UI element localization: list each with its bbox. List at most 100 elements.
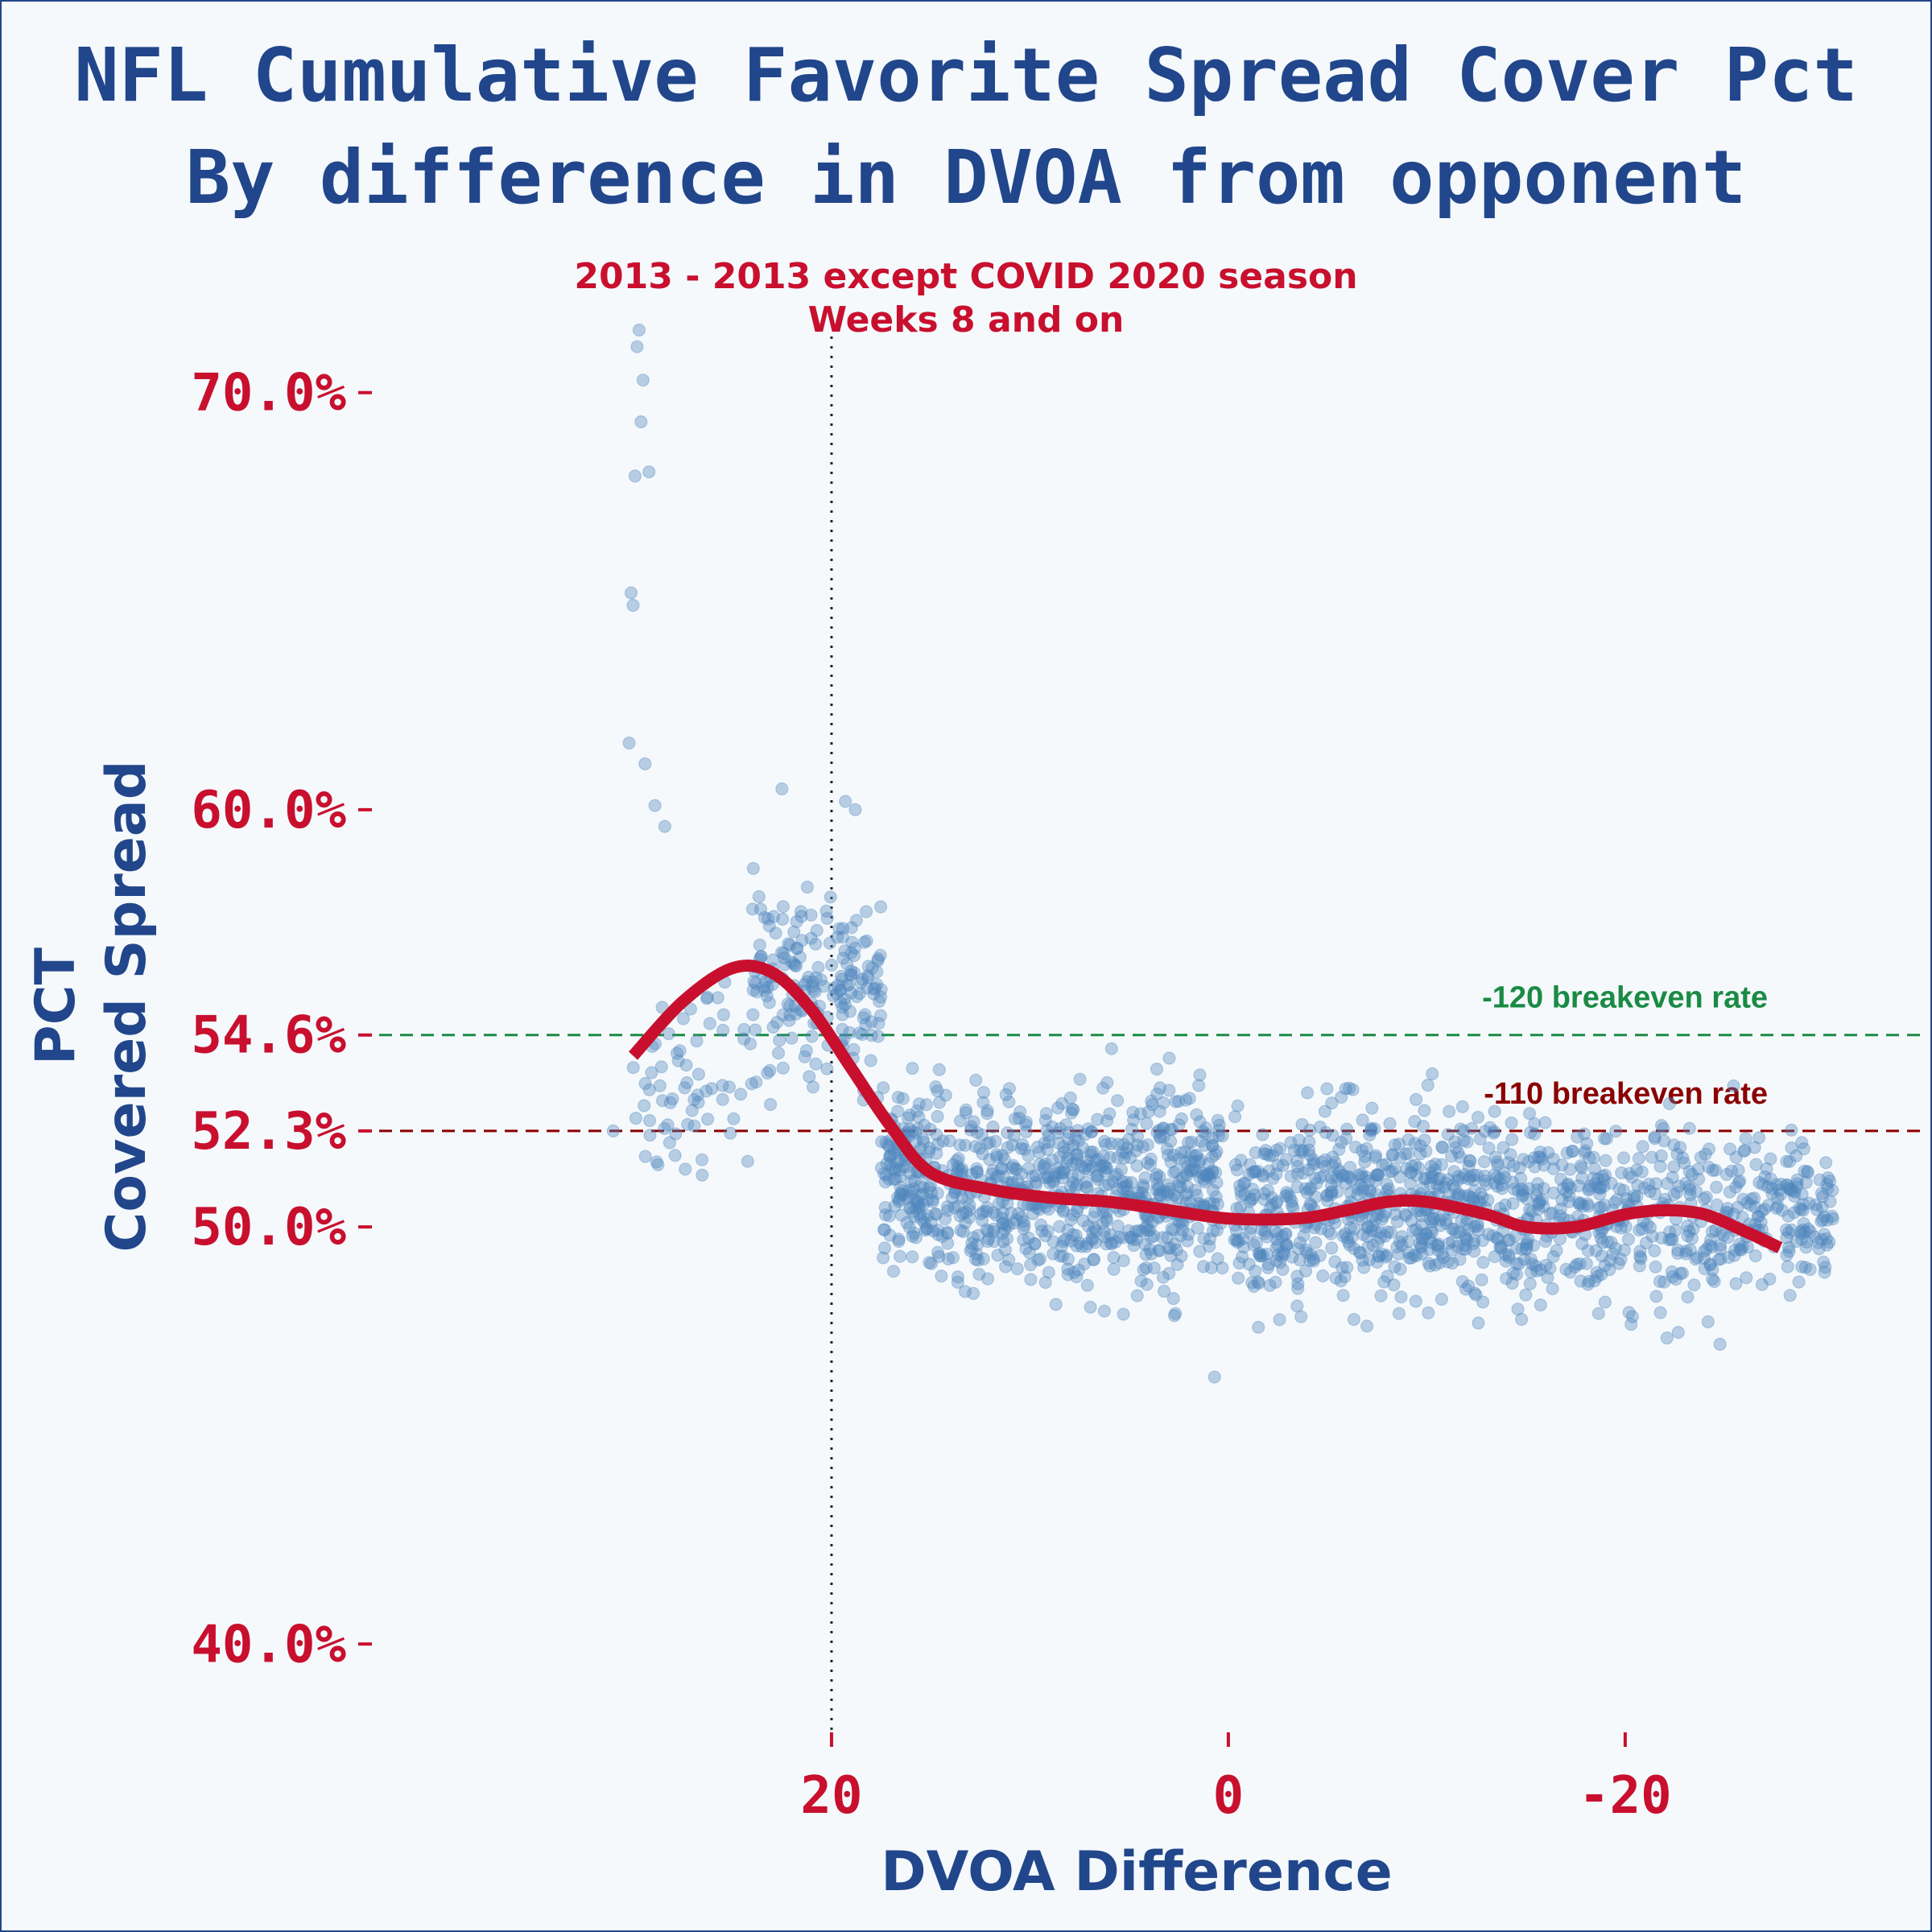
scatter-point-1594	[1519, 1288, 1533, 1302]
scatter-point-1882	[1546, 1152, 1560, 1166]
scatter-point-1291	[1428, 1258, 1443, 1272]
scatter-point-496	[1188, 1183, 1203, 1197]
scatter-point-1953	[1583, 1151, 1596, 1165]
scatter-point-1952	[1818, 1261, 1832, 1274]
scatter-point-2187	[1802, 1196, 1816, 1210]
scatter-point-483	[1005, 1161, 1019, 1174]
scatter-point-1364	[1351, 1183, 1364, 1196]
scatter-point-514	[1193, 1245, 1207, 1258]
scatter-point-1949	[1666, 1170, 1679, 1184]
scatter-point-1305	[1459, 1282, 1473, 1296]
scatter-point-1457	[1490, 1231, 1504, 1245]
scatter-point-2227	[1648, 1187, 1662, 1201]
scatter-point-2061	[1610, 1193, 1624, 1207]
scatter-point-1199	[1269, 1196, 1283, 1210]
scatter-point-1455	[1247, 1238, 1261, 1252]
scatter-point-1866	[1732, 1237, 1747, 1251]
scatter-point-1725	[1348, 1222, 1361, 1236]
scatter-point-2248	[1653, 1159, 1667, 1174]
scatter-point-383	[903, 1200, 918, 1214]
scatter-point-1851	[1575, 1171, 1589, 1185]
scatter-point-1774	[1520, 1236, 1534, 1249]
scatter-point-132	[757, 980, 770, 993]
scatter-point-943	[1125, 1122, 1139, 1136]
scatter-point-632	[1064, 1106, 1079, 1120]
scatter-point-212	[795, 934, 809, 947]
scatter-point-558	[1150, 1087, 1164, 1100]
scatter-point-2136	[1591, 1269, 1604, 1284]
scatter-point-2085	[1703, 1258, 1717, 1272]
scatter-point-1128	[1534, 1298, 1547, 1312]
scatter-point-232	[804, 908, 818, 922]
scatter-point-2125	[1797, 1141, 1810, 1156]
scatter-point-522	[1096, 1150, 1111, 1163]
scatter-point-1868	[1579, 1257, 1594, 1270]
scatter-point-802	[1017, 1215, 1030, 1228]
scatter-point-1808	[1654, 1149, 1668, 1163]
scatter-point-185	[807, 983, 820, 997]
scatter-point-543	[1133, 1107, 1147, 1121]
scatter-point-1400	[1252, 1277, 1266, 1290]
scatter-point-2007	[1697, 1191, 1711, 1206]
scatter-point-2258	[622, 736, 636, 750]
scatter-point-959	[1141, 1156, 1154, 1170]
scatter-point-519	[998, 1223, 1012, 1236]
scatter-point-1032	[1172, 1174, 1186, 1189]
scatter-point-2263	[839, 795, 852, 808]
scatter-point-2171	[1559, 1185, 1574, 1199]
scatter-point-1241	[1476, 1295, 1490, 1309]
scatter-point-2129	[1667, 1138, 1681, 1152]
scatter-point-1810	[1694, 1150, 1707, 1164]
scatter-point-2200	[1561, 1177, 1575, 1191]
scatter-point-587	[1099, 1137, 1113, 1151]
scatter-point-269	[914, 1188, 928, 1202]
scatter-point-1612	[1348, 1242, 1361, 1256]
scatter-point-1401	[1319, 1125, 1333, 1140]
scatter-point-1504	[1370, 1168, 1384, 1182]
scatter-point-629	[976, 1085, 991, 1100]
scatter-point-197	[836, 1001, 849, 1014]
scatter-point-152	[806, 975, 819, 989]
scatter-point-1895	[1661, 1177, 1674, 1191]
scatter-point-1872	[1813, 1173, 1827, 1187]
scatter-point-1048	[1137, 1181, 1150, 1195]
scatter-point-846	[1075, 1141, 1090, 1154]
scatter-point-1564	[1456, 1189, 1471, 1203]
scatter-point-62	[691, 1088, 704, 1102]
scatter-point-707	[1084, 1125, 1099, 1139]
scatter-point-1688	[1261, 1183, 1275, 1197]
scatter-point-1841	[1748, 1191, 1761, 1205]
scatter-point-1210	[1408, 1114, 1422, 1129]
scatter-point-1743	[1355, 1144, 1369, 1158]
scatter-point-380	[923, 1141, 936, 1155]
scatter-point-1996	[1615, 1166, 1629, 1180]
scatter-point-271	[894, 1170, 907, 1183]
scatter-point-118	[760, 989, 774, 1003]
scatter-point-1681	[1537, 1182, 1550, 1195]
scatter-point-420	[980, 1104, 994, 1117]
scatter-point-1209	[1278, 1228, 1292, 1241]
scatter-point-657	[1129, 1144, 1143, 1158]
scatter-point-815	[975, 1128, 989, 1142]
scatter-point-80	[750, 985, 764, 999]
scatter-point-2203	[1648, 1132, 1662, 1146]
scatter-point-1051	[1052, 1220, 1067, 1233]
scatter-point-1884	[1612, 1257, 1626, 1270]
scatter-point-1816	[1643, 1220, 1657, 1234]
scatter-point-200	[844, 968, 858, 981]
scatter-point-1392	[1232, 1256, 1246, 1270]
scatter-point-1420	[1532, 1195, 1546, 1209]
scatter-point-647	[1078, 1162, 1092, 1175]
scatter-point-294	[882, 1209, 897, 1223]
scatter-point-1382	[1462, 1279, 1476, 1293]
scatter-point-1741	[1247, 1279, 1261, 1294]
scatter-point-4	[679, 1059, 693, 1072]
scatter-point-950	[1210, 1224, 1224, 1237]
scatter-point-2154	[1627, 1189, 1641, 1203]
scatter-point-14	[650, 1155, 663, 1169]
scatter-point-1464	[1471, 1168, 1484, 1183]
scatter-point-828	[1051, 1101, 1065, 1115]
scatter-point-249	[861, 968, 875, 982]
scatter-point-1416	[1234, 1184, 1248, 1198]
scatter-point-790	[932, 1063, 946, 1076]
